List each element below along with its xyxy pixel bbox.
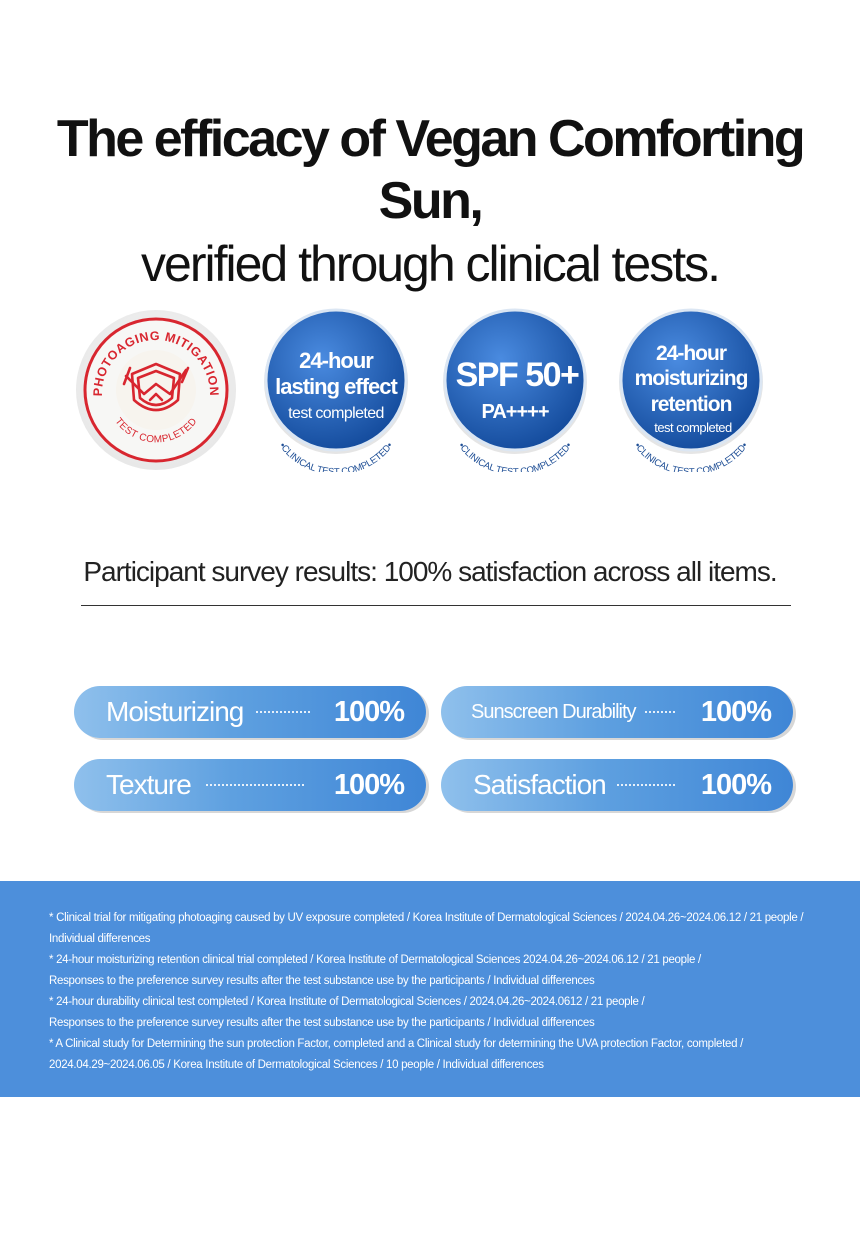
disclaimer-line: 2024.04.29~2024.06.05 / Korea Institute … [49,1059,544,1071]
badge-24h-moisturizing-graphic: 24-hour moisturizing retention test comp… [619,308,763,472]
badge-spf-graphic: SPF 50+ PA++++ •CLINICAL TEST COMPLETED• [443,308,587,472]
disclaimer-text: * Clinical trial for mitigating photoagi… [49,908,839,1076]
survey-item-value: 100% [333,769,405,801]
badge-photoaging-seal: PHOTOAGING MITIGATION TEST COMPLETED [74,308,238,472]
badge-3-line-4: test completed [654,420,732,435]
disclaimer-line: Individual differences [49,933,151,945]
badge-1-line-2: lasting effect [275,374,398,399]
survey-item-label: Satisfaction [473,769,607,800]
survey-item-value: 100% [700,769,772,801]
survey-item-value: 100% [333,696,405,728]
disclaimer-line: * A Clinical study for Determining the s… [49,1038,743,1050]
badge-24h-moisturizing: 24-hour moisturizing retention test comp… [609,308,773,472]
badge-2-line-1: SPF 50+ [456,356,579,394]
badge-1-line-3: test completed [288,405,384,422]
badge-row: PHOTOAGING MITIGATION TEST COMPLETED [0,308,860,488]
survey-item-texture: Texture 100% [74,759,426,811]
shield-sun-icon [122,362,190,412]
badge-spf: SPF 50+ PA++++ •CLINICAL TEST COMPLETED• [433,308,597,472]
survey-title: Participant survey results: 100% satisfa… [83,556,777,587]
disclaimer-line: * 24-hour durability clinical test compl… [49,996,645,1008]
badge-3-line-2: moisturizing [635,367,748,390]
survey-divider [81,605,791,606]
survey-item-moisturizing: Moisturizing 100% [74,686,426,738]
headline-line-1: The efficacy of Vegan Comforting Sun, [56,110,806,230]
survey-item-label: Sunscreen Durability [471,701,637,723]
disclaimer-line: * Clinical trial for mitigating photoagi… [49,912,804,924]
survey-item-satisfaction: Satisfaction 100% [441,759,793,811]
dotted-leader [206,784,306,786]
survey-item-value: 100% [700,696,772,728]
disclaimer-panel: * Clinical trial for mitigating photoagi… [0,881,860,1097]
badge-24h-lasting-graphic: 24-hour lasting effect test completed •C… [264,308,408,472]
headline: The efficacy of Vegan Comforting Sun, ve… [0,108,860,296]
disclaimer-line: Responses to the preference survey resul… [49,975,595,987]
disclaimer-line: * 24-hour moisturizing retention clinica… [49,954,701,966]
badge-3-line-1: 24-hour [656,342,727,365]
dotted-leader [645,711,675,713]
headline-line-2: verified through clinical tests. [141,236,721,292]
badge-3-line-3: retention [651,393,732,416]
badge-2-line-2: PA++++ [481,401,548,423]
disclaimer-line: Responses to the preference survey resul… [49,1017,595,1029]
dotted-leader [256,711,310,713]
photoaging-seal-graphic: PHOTOAGING MITIGATION TEST COMPLETED [76,310,236,470]
badge-24h-lasting: 24-hour lasting effect test completed •C… [254,308,418,472]
dotted-leader [617,784,675,786]
survey-item-label: Texture [106,769,192,800]
survey-item-sunscreen-durability: Sunscreen Durability 100% [441,686,793,738]
survey-item-label: Moisturizing [106,696,244,727]
badge-1-line-1: 24-hour [299,348,374,373]
